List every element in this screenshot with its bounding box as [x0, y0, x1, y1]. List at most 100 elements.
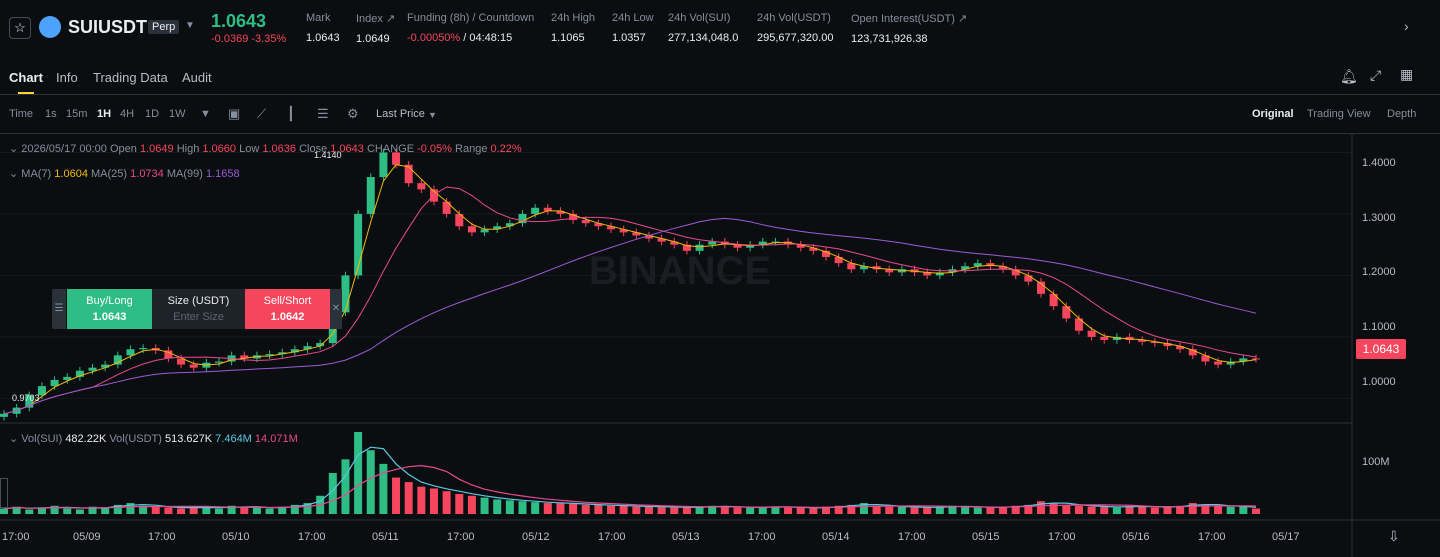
candle-body: [986, 263, 995, 267]
chevron-down-icon[interactable]: ▼: [185, 20, 195, 31]
expand-icon[interactable]: ⤢: [1370, 67, 1382, 83]
chart-tabs: Chart Info Trading Data Audit 🔔︎ ⤢ ▦: [0, 62, 1440, 95]
candle-body: [1252, 358, 1260, 360]
view-depth[interactable]: Depth: [1387, 108, 1417, 120]
interval-dropdown-icon[interactable]: ▼: [200, 108, 211, 120]
bell-icon[interactable]: 🔔︎: [1340, 68, 1358, 84]
interval-1h[interactable]: 1H: [97, 108, 112, 120]
candle-body: [531, 207, 540, 214]
candle-body: [695, 244, 704, 251]
volume-bar: [859, 503, 868, 514]
candle-body: [63, 376, 72, 380]
scroll-to-latest-icon[interactable]: ⇩: [1388, 528, 1400, 544]
stat-value: -0.00050% / 04:48:15: [407, 32, 534, 44]
gear-icon[interactable]: ⚙: [347, 106, 359, 121]
watermark-text: BINANCE: [589, 249, 771, 293]
tab-audit[interactable]: Audit: [182, 70, 212, 85]
settings-list-icon[interactable]: ☰: [317, 106, 329, 121]
ma99-line: [3, 217, 1257, 415]
sell-short-button[interactable]: Sell/Short 1.0642: [245, 289, 330, 329]
drag-handle-icon[interactable]: ☰: [52, 289, 66, 329]
x-tick: 17:00: [1048, 531, 1076, 543]
price-type-select[interactable]: Last Price: [376, 108, 425, 120]
grid-layout-icon[interactable]: ▦: [1400, 66, 1414, 82]
candle-type-icon[interactable]: ┃: [287, 106, 295, 121]
calendar-icon[interactable]: ▣: [228, 106, 241, 121]
volume-bar: [113, 504, 122, 514]
current-price-tag: 1.0643: [1356, 339, 1406, 359]
volume-bar: [708, 505, 717, 514]
close-icon[interactable]: ✕: [330, 289, 342, 329]
left-scroll-handle[interactable]: [0, 478, 8, 508]
collapse-icon[interactable]: ⌄: [9, 143, 19, 155]
volume-bar: [809, 508, 818, 514]
volume-bar: [480, 497, 489, 514]
x-tick: 05/09: [73, 531, 101, 543]
candle-date: 2026/05/17 00:00: [21, 143, 107, 155]
sui-coin-icon: [39, 16, 61, 38]
time-label: Time: [9, 108, 34, 120]
volume-bar: [265, 508, 274, 514]
volume-bar: [834, 505, 843, 514]
chevron-down-icon[interactable]: ▼: [428, 110, 437, 120]
candle-body: [973, 263, 982, 267]
candle-body: [1037, 281, 1046, 294]
x-tick: 05/14: [822, 531, 850, 543]
volume-bar: [177, 508, 186, 514]
tab-info[interactable]: Info: [56, 70, 78, 85]
interval-15m[interactable]: 15m: [66, 108, 88, 120]
volume-y-tick: 100M: [1362, 456, 1390, 468]
volume-bar: [240, 506, 249, 514]
stat-open-interest[interactable]: Open Interest(USDT) ↗ 123,731,926.38: [851, 12, 967, 45]
candlestick-chart[interactable]: BINANCE 1.4140 0.9703: [0, 134, 1440, 557]
candle-body: [1226, 361, 1235, 365]
symbol-name[interactable]: SUIUSDT: [68, 17, 148, 37]
interval-4h[interactable]: 4H: [120, 108, 135, 120]
volume-bar: [796, 507, 805, 514]
candle-body: [404, 164, 413, 184]
volume-bar: [885, 506, 894, 514]
volume-bar: [518, 501, 527, 514]
volume-bar: [531, 502, 540, 514]
interval-1d[interactable]: 1D: [145, 108, 160, 120]
chevron-right-icon[interactable]: ›: [1404, 18, 1409, 34]
volume-bar: [935, 506, 944, 514]
candle-body: [101, 364, 110, 368]
perp-badge: Perp: [148, 20, 180, 34]
candle-body: [543, 207, 552, 211]
candle-body: [88, 367, 97, 371]
favorite-star-icon[interactable]: ☆: [9, 17, 31, 39]
buy-long-button[interactable]: Buy/Long 1.0643: [67, 289, 152, 329]
volume-bar: [455, 493, 464, 514]
candle-body: [1163, 343, 1172, 347]
chart-toolbar: Time 1s 15m 1H 4H 1D 1W ▼ ▣ ⟋ ┃ ☰ ⚙ Last…: [0, 95, 1440, 134]
view-original[interactable]: Original: [1252, 108, 1294, 120]
view-trading-view[interactable]: Trading View: [1307, 108, 1371, 120]
size-input[interactable]: Size (USDT) Enter Size: [152, 289, 245, 329]
stat-index[interactable]: Index ↗ 1.0649: [356, 12, 395, 45]
volume-bar: [505, 500, 514, 514]
volume-bar: [442, 491, 451, 514]
candle-body: [594, 223, 603, 227]
volume-bar: [897, 506, 906, 514]
volume-bar: [1087, 506, 1096, 514]
ma7-label: MA(7): [21, 168, 52, 180]
ma25-label: MA(25): [91, 168, 128, 180]
interval-1w[interactable]: 1W: [169, 108, 186, 120]
collapse-icon[interactable]: ⌄: [9, 168, 19, 180]
tab-chart[interactable]: Chart: [9, 70, 43, 85]
ma7-value: 1.0604: [54, 168, 88, 180]
volume-bar: [404, 482, 413, 514]
volume-bar: [0, 508, 8, 514]
x-tick: 05/10: [222, 531, 250, 543]
tab-trading-data[interactable]: Trading Data: [93, 70, 168, 85]
indicator-icon[interactable]: ⟋: [257, 106, 267, 121]
collapse-icon[interactable]: ⌄: [9, 433, 19, 445]
interval-1s[interactable]: 1s: [45, 108, 57, 120]
open-label: Open: [109, 143, 137, 155]
candle-body: [480, 229, 489, 233]
candle-body: [1062, 306, 1071, 319]
candle-body: [265, 354, 274, 356]
stat-label: 24h Vol(USDT): [757, 12, 831, 24]
stat-label: Index ↗: [356, 13, 396, 25]
